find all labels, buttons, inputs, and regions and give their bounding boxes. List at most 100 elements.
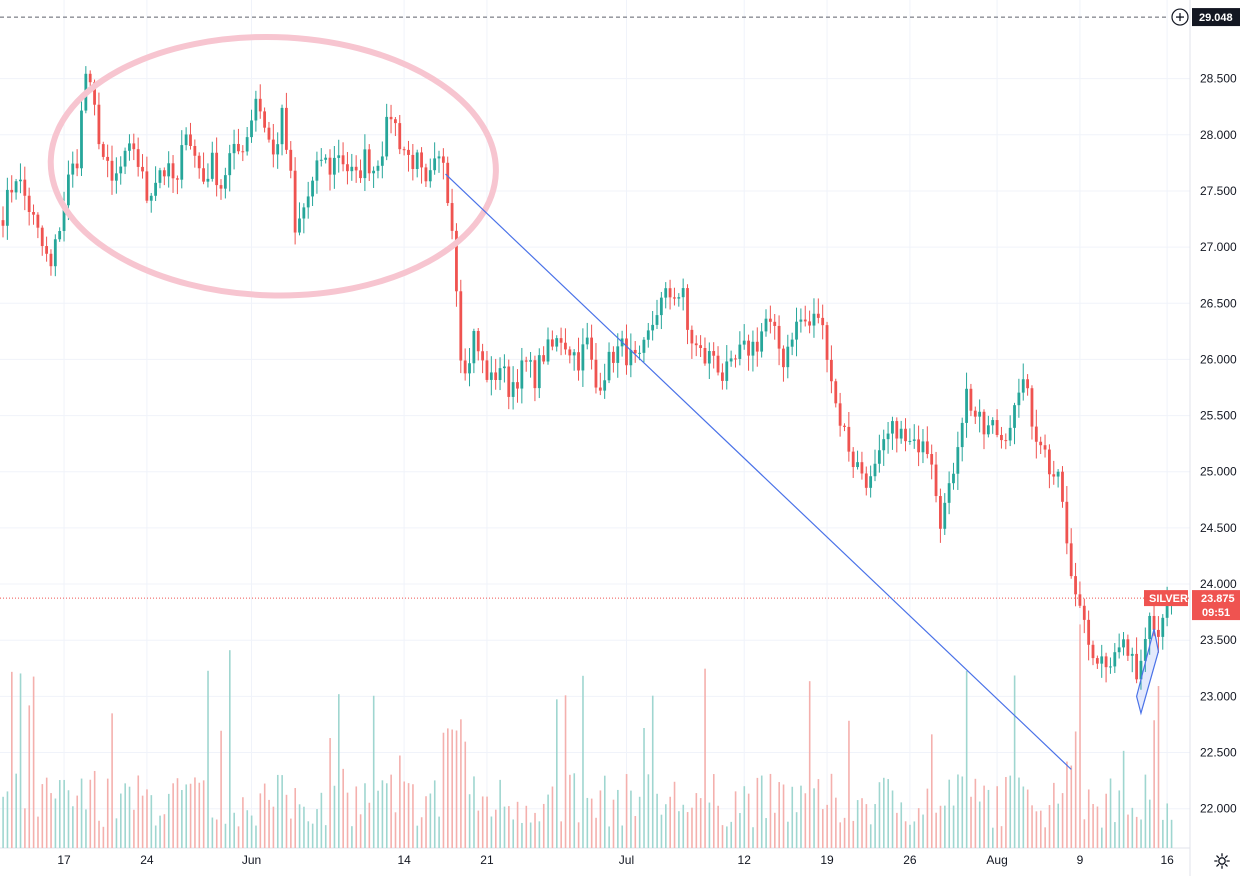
candle-body [760,331,764,352]
candle-body [154,182,157,196]
volume-bar [311,823,314,848]
volume-bar [917,808,920,848]
volume-bar [154,825,157,848]
candle-body [594,359,598,388]
volume-bar [115,818,118,848]
y-tick-label: 27.000 [1200,240,1237,254]
chart-grid [0,0,1191,876]
candle-body [677,297,681,299]
volume-bar [1087,789,1090,848]
volume-bar [560,821,562,848]
candle-body [101,144,105,157]
candle-body [882,439,886,451]
candle-body [956,447,960,474]
volume-bar [944,805,946,848]
volume-bar [756,777,759,848]
price-axis[interactable]: 22.000 22.500 23.000 23.500 24.000 24.500 25.0… [1200,72,1237,816]
volume-bar [686,812,689,848]
volume-bar [333,785,336,848]
volume-bar [826,804,828,848]
candle-body [337,155,341,158]
volume-bar [150,795,153,848]
volume-bar [93,770,96,848]
volume-bar [1000,826,1003,848]
volume-bar [255,825,257,848]
drawings-layer[interactable] [47,31,1160,770]
candle-body [241,151,245,153]
candle-body [930,454,934,465]
candle-body [23,179,27,196]
candle-body [446,162,450,204]
gear-icon[interactable] [1212,851,1232,871]
candle-body [1157,629,1160,637]
y-tick-label: 26.500 [1200,296,1237,310]
candle-body [751,341,755,356]
candle-body [694,343,698,346]
candle-body [49,253,53,267]
x-tick-label: 12 [738,853,752,867]
volume-bar [769,773,772,848]
volume-bar [865,804,868,848]
candle-body [690,329,694,344]
volume-bar [569,774,571,848]
candle-body [908,440,912,442]
candle-body [219,185,223,189]
candle-body [1161,617,1165,637]
candle-body [790,339,794,347]
volume-bar [1005,776,1007,848]
candle-body [341,155,345,165]
volume-bar [691,807,693,848]
candle-body [132,143,136,150]
x-tick-label: 9 [1077,853,1084,867]
volume-bar [726,826,728,848]
candle-body [71,163,75,175]
volume-bar [852,820,855,848]
candle-body [149,195,153,201]
candle-body [1130,653,1134,656]
candle-body [960,422,964,448]
candle-body [106,156,110,161]
countdown-label: 09:51 [1202,607,1230,619]
time-axis[interactable]: 17 24 Jun 14 21 Jul 12 19 26 Aug 9 16 [57,853,1174,867]
volume-bar [15,773,17,848]
volume-bar [80,778,83,848]
volume-bar [1031,805,1033,848]
y-tick-label: 28.000 [1200,128,1237,142]
candle-body [659,297,663,316]
volume-bar [1153,720,1155,848]
candle-body [838,403,842,426]
candle-body [58,231,62,240]
volume-bar [874,804,876,848]
candle-body [36,214,40,228]
candle-body [860,462,864,474]
y-tick-label: 25.500 [1200,409,1237,423]
volume-bar [599,790,602,848]
candle-body [450,203,454,231]
volume-bar [181,790,183,848]
volume-bar [987,789,990,848]
candle-body [19,179,22,182]
candle-body [986,425,990,435]
candle-body [232,143,236,154]
candle-body [524,360,528,362]
volume-bar [765,818,767,848]
candle-body [210,152,214,179]
volume-bar [730,821,733,848]
volume-bar [276,774,279,848]
candle-body [1048,449,1051,475]
volume-bar [1066,761,1068,848]
candle-body [367,149,371,174]
volume-bar [447,728,449,848]
candle-body [699,345,702,348]
candle-body [302,207,306,219]
candle-body [899,428,903,439]
high-price-badge [1192,8,1240,27]
volume-bar [883,777,885,848]
y-tick-label: 22.000 [1200,802,1237,816]
volume-bar [207,670,209,848]
candle-body [873,463,877,477]
volume-bar [451,729,453,848]
volume-bar [926,788,929,848]
volume-bar [433,780,436,848]
